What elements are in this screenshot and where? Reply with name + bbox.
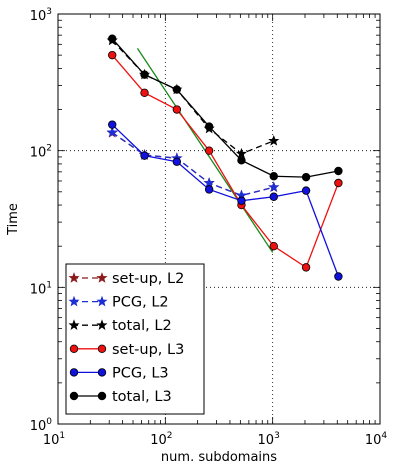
data-point xyxy=(108,34,117,43)
data-point xyxy=(140,88,149,98)
legend-marker xyxy=(68,272,80,283)
x-tick-label: 104 xyxy=(365,431,388,448)
data-point xyxy=(204,146,214,155)
x-tick-label: 103 xyxy=(258,431,280,448)
x-tick-label: 101 xyxy=(43,431,65,448)
series-5 xyxy=(108,34,343,182)
data-point xyxy=(334,178,343,188)
data-point xyxy=(301,263,311,272)
data-point xyxy=(108,50,117,60)
series-2 xyxy=(106,34,280,159)
legend-marker xyxy=(96,295,108,307)
x-tick-label: 102 xyxy=(150,431,172,448)
series-1 xyxy=(106,126,280,201)
x-axis-label: num. subdomains xyxy=(161,450,277,465)
plot-frame xyxy=(57,13,381,425)
legend-item: set-up, L3 xyxy=(69,342,184,358)
legend-label: set-up, L2 xyxy=(112,271,184,287)
series-line xyxy=(111,54,339,269)
series-line xyxy=(111,38,339,178)
legend-marker xyxy=(97,368,107,377)
data-point xyxy=(204,185,214,194)
data-point xyxy=(172,105,182,114)
data-point xyxy=(269,192,278,201)
legend-marker xyxy=(96,272,108,283)
legend-label: total, L2 xyxy=(112,318,172,334)
data-point xyxy=(140,70,149,79)
legend-marker xyxy=(69,391,79,401)
y-axis-label: Time xyxy=(6,203,21,236)
legend-item: PCG, L3 xyxy=(69,365,169,381)
data-point xyxy=(203,177,215,188)
legend-marker xyxy=(68,295,80,307)
data-point xyxy=(268,181,280,192)
data-point xyxy=(172,157,182,166)
data-point xyxy=(172,85,182,94)
data-point xyxy=(334,272,343,281)
data-point xyxy=(108,120,117,129)
series-line xyxy=(111,124,339,277)
data-point xyxy=(269,241,278,251)
legend-item: set-up, L2 xyxy=(68,271,184,287)
data-point xyxy=(301,186,311,195)
legend-marker xyxy=(97,344,107,353)
series-4 xyxy=(108,120,343,281)
legend-marker xyxy=(96,319,108,330)
data-point xyxy=(268,134,280,146)
y-tick-label: 102 xyxy=(30,144,52,161)
legend-label: total, L3 xyxy=(112,389,172,405)
ticks xyxy=(57,14,380,425)
legend-box xyxy=(65,263,205,415)
data-point xyxy=(237,156,246,165)
y-tick-label: 100 xyxy=(30,417,53,434)
data-point xyxy=(204,122,214,131)
data-point xyxy=(334,166,343,176)
legend-label: set-up, L3 xyxy=(112,342,184,358)
series-line xyxy=(111,40,275,155)
legend-marker xyxy=(69,368,79,377)
y-tick-label: 101 xyxy=(30,280,52,297)
series-3 xyxy=(108,50,343,272)
legend-marker xyxy=(68,319,80,330)
data-point xyxy=(140,151,149,160)
grid xyxy=(58,14,380,424)
legend-marker xyxy=(69,344,79,353)
data-point xyxy=(301,172,311,182)
y-tick-label: 103 xyxy=(30,7,52,24)
legend: set-up, L2 PCG, L2 total, L2 set-up, L3 PCG,… xyxy=(65,263,205,415)
data-point xyxy=(237,196,246,205)
series-group xyxy=(106,34,343,281)
legend-item: total, L2 xyxy=(68,318,172,334)
legend-item: PCG, L2 xyxy=(68,295,169,311)
data-point xyxy=(235,147,248,159)
legend-item: total, L3 xyxy=(69,389,172,405)
data-point xyxy=(269,172,278,181)
legend-marker xyxy=(97,391,107,401)
series-0 xyxy=(106,126,280,201)
data-point xyxy=(106,126,118,138)
legend-label: PCG, L3 xyxy=(112,365,169,381)
legend-label: PCG, L2 xyxy=(112,295,169,311)
